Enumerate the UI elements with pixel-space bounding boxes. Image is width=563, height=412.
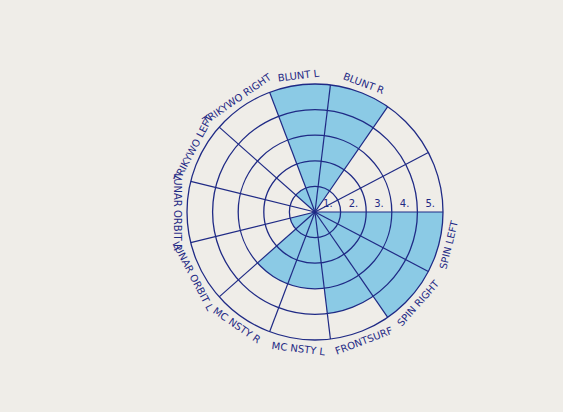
ring-label: 5.: [425, 198, 435, 209]
category-label: BLUNT R: [342, 71, 386, 97]
category-label: SPIN RIGHT: [395, 278, 442, 329]
spoke: [219, 127, 315, 212]
category-labels: SPIN LEFT SPIN RIGHTFRONTSURF MC NSTY L MC …: [170, 67, 460, 357]
spoke: [315, 107, 388, 212]
spoke: [270, 212, 315, 332]
sector: [258, 212, 315, 284]
category-label: BLUNT L: [277, 67, 320, 83]
ring-label: 3.: [374, 198, 384, 209]
category-label: FRONTSURF: [334, 325, 395, 357]
spoke: [315, 212, 428, 271]
ring-labels: 1. 2. 3. 4. 5.: [323, 198, 435, 209]
grid: [187, 84, 443, 340]
spoke: [191, 181, 315, 212]
ring-label: 4.: [400, 198, 410, 209]
spoke: [315, 153, 428, 212]
category-label: LUNAR ORBIT R: [172, 173, 183, 251]
ring-label: 2.: [349, 198, 359, 209]
spoke: [315, 211, 443, 212]
spoke: [191, 212, 315, 243]
paper: [0, 0, 563, 412]
grid-ring: [187, 84, 443, 340]
category-label: MC NSTY L: [271, 340, 326, 357]
chart-svg: 1. 2. 3. 4. 5.SPIN LEFT SPIN RIGHTFRONTSURF MC…: [0, 0, 563, 412]
ring-label: 1.: [323, 198, 333, 209]
spoke: [315, 212, 330, 339]
category-label: SPIN LEFT: [437, 219, 460, 271]
category-label: MC NSTY R: [211, 305, 263, 345]
chart-container: 1. 2. 3. 4. 5.SPIN LEFT SPIN RIGHTFRONTSURF MC…: [0, 0, 563, 412]
category-label: TRIKYWO RIGHT: [200, 71, 274, 127]
spoke: [219, 212, 315, 297]
spoke: [270, 92, 315, 212]
